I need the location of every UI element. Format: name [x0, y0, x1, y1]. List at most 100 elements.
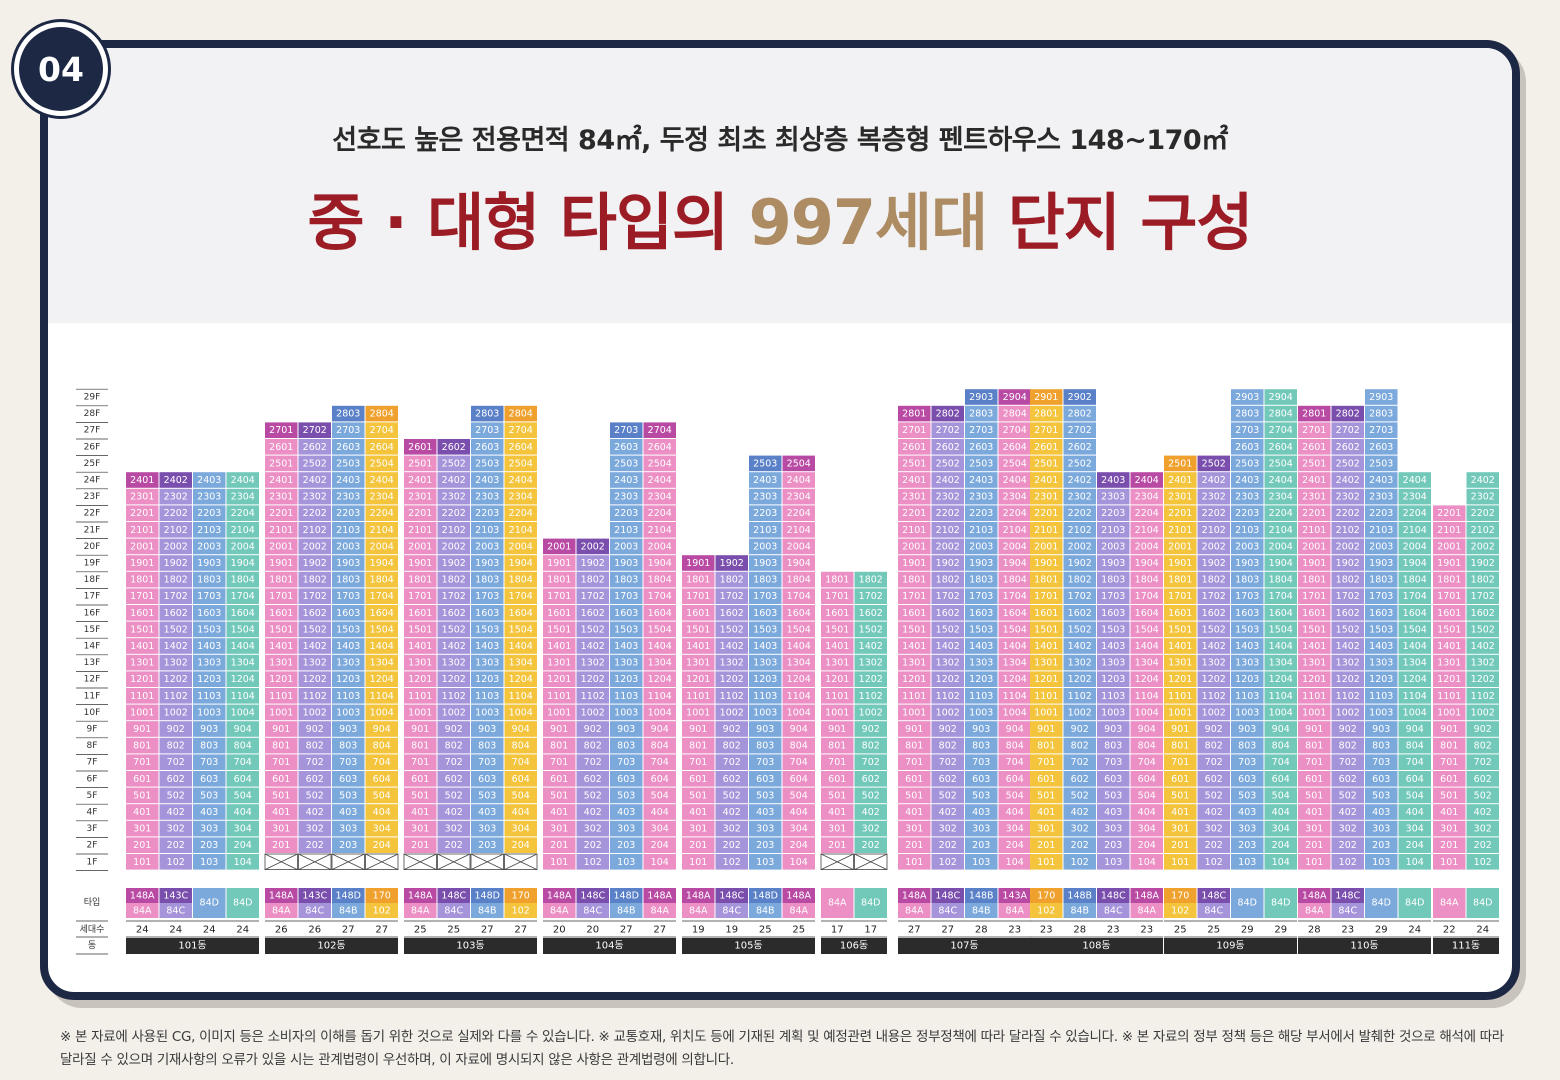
unit-number: 1803 [1369, 575, 1393, 586]
unit-number: 102 [1071, 857, 1089, 868]
unit-number: 701 [1171, 757, 1189, 768]
unit-cell [504, 538, 537, 555]
unit-type-label: 84D [1238, 898, 1257, 909]
unit-cell [332, 787, 365, 804]
unit-cell [471, 555, 504, 571]
unit-number: 2204 [787, 508, 811, 519]
unit-type-label: 84D [1473, 898, 1492, 909]
unit-number: 1301 [130, 658, 154, 669]
unit-type-label: 84A [650, 906, 669, 917]
unit-number: 304 [1406, 824, 1424, 835]
unit-number: 702 [306, 757, 324, 768]
unit-number: 2403 [969, 475, 993, 486]
unit-number: 1804 [509, 575, 533, 586]
household-count: 23 [1140, 925, 1153, 936]
unit-cell [365, 704, 398, 721]
unit-cell [126, 522, 159, 538]
unit-cell [193, 771, 226, 787]
unit-number: 602 [862, 774, 880, 785]
unit-number: 2102 [1336, 525, 1360, 536]
unit-number: 2504 [648, 458, 672, 469]
unit-cell [437, 754, 470, 770]
empty-cell-cross [437, 853, 471, 870]
unit-number: 902 [167, 724, 185, 735]
unit-number: 604 [1138, 774, 1156, 785]
unit-number: 202 [939, 840, 957, 851]
row-label-type: 타입 [84, 896, 101, 908]
floor-label: 3F [87, 824, 98, 834]
unit-number: 2504 [1003, 458, 1027, 469]
unit-number: 1301 [408, 658, 432, 669]
unit-number: 901 [272, 724, 290, 735]
unit-number: 802 [167, 741, 185, 752]
unit-number: 1903 [1235, 558, 1259, 569]
unit-number: 1502 [581, 624, 605, 635]
unit-number: 1604 [1003, 608, 1027, 619]
unit-number: 801 [689, 741, 707, 752]
unit-number: 1902 [442, 558, 466, 569]
unit-number: 1101 [130, 691, 154, 702]
unit-number: 1903 [336, 558, 360, 569]
unit-number: 2704 [509, 425, 533, 436]
unit-number: 1203 [614, 674, 638, 685]
unit-cell [298, 704, 331, 721]
unit-cell [576, 671, 609, 687]
unit-number: 1202 [581, 674, 605, 685]
unit-number: 1804 [1403, 575, 1427, 586]
floor-label: 28F [84, 409, 101, 419]
unit-number: 201 [133, 840, 151, 851]
unit-cell [576, 787, 609, 804]
type-cell-top [365, 888, 398, 903]
floor-label: 13F [84, 658, 101, 668]
unit-number: 604 [1272, 774, 1290, 785]
unit-number: 401 [133, 807, 151, 818]
unit-number: 1701 [902, 591, 926, 602]
building-label-bar [265, 938, 398, 954]
unit-number: 2003 [1369, 541, 1393, 552]
unit-number: 301 [133, 824, 151, 835]
unit-number: 503 [478, 790, 496, 801]
unit-number: 1601 [1302, 608, 1326, 619]
unit-cell [576, 737, 609, 754]
unit-number: 402 [1474, 807, 1492, 818]
household-count: 19 [692, 925, 705, 936]
unit-number: 2301 [408, 492, 432, 503]
unit-number: 1602 [859, 608, 883, 619]
unit-number: 2003 [197, 541, 221, 552]
unit-number: 703 [200, 757, 218, 768]
unit-number: 1601 [1034, 608, 1058, 619]
unit-number: 702 [167, 757, 185, 768]
unit-cell [159, 754, 192, 770]
unit-cell [365, 820, 398, 837]
unit-cell [193, 588, 226, 604]
unit-number: 1102 [859, 691, 883, 702]
unit-cell [298, 472, 331, 488]
unit-number: 2404 [1135, 475, 1159, 486]
unit-cell [332, 472, 365, 488]
unit-cell [126, 771, 159, 787]
unit-number: 2004 [787, 541, 811, 552]
unit-number: 703 [339, 757, 357, 768]
unit-number: 2003 [969, 541, 993, 552]
unit-number: 1504 [787, 624, 811, 635]
unit-number: 1904 [370, 558, 394, 569]
unit-number: 2103 [197, 525, 221, 536]
unit-cell [576, 854, 609, 870]
unit-number: 902 [584, 724, 602, 735]
penthouse-type-label: 170 [373, 891, 391, 902]
unit-number: 2103 [969, 525, 993, 536]
unit-number: 1504 [1403, 624, 1427, 635]
unit-cell [576, 820, 609, 837]
unit-number: 103 [1104, 857, 1122, 868]
household-count: 27 [908, 925, 921, 936]
unit-cell [265, 771, 298, 787]
unit-number: 303 [339, 824, 357, 835]
household-count: 25 [1207, 925, 1220, 936]
unit-number: 201 [828, 840, 846, 851]
unit-number: 1902 [1336, 558, 1360, 569]
unit-cell [298, 505, 331, 521]
unit-number: 1801 [902, 575, 926, 586]
unit-number: 2502 [303, 458, 327, 469]
unit-cell [471, 721, 504, 737]
unit-number: 904 [651, 724, 669, 735]
